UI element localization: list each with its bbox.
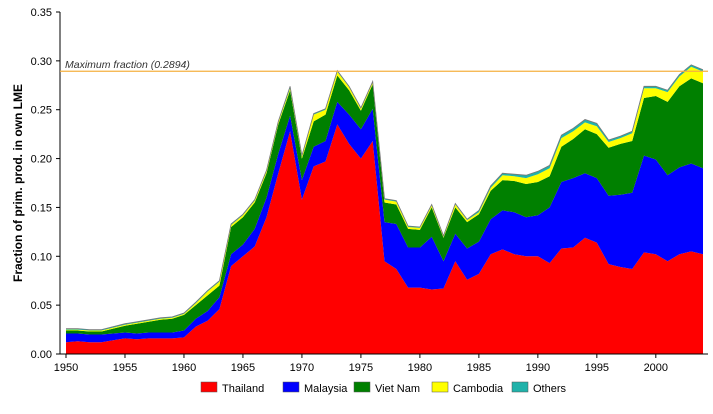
y-tick-label: 0.05 (31, 300, 52, 312)
area-layers (66, 64, 704, 355)
legend-swatch (353, 381, 371, 393)
x-tick-label: 1975 (349, 362, 373, 374)
area-viet-nam (66, 75, 703, 335)
legend-label: Others (533, 383, 567, 395)
x-tick-label: 1965 (231, 362, 255, 374)
total-outline (66, 64, 704, 330)
x-tick-label: 2000 (644, 362, 668, 374)
x-tick-label: 1995 (585, 362, 609, 374)
x-tick-label: 1990 (526, 362, 550, 374)
legend-label: Malaysia (304, 383, 348, 395)
legend: Thailand Malaysia Viet Nam Cambodia Others (200, 381, 567, 395)
y-axis-label: Fraction of prim. prod. in own LME (11, 84, 25, 282)
x-tick-label: 1955 (113, 362, 137, 374)
legend-label: Viet Nam (375, 383, 420, 395)
y-tick-label: 0.20 (31, 154, 52, 166)
y-ticks: 0.00 0.05 0.10 0.15 0.20 0.25 0.30 0.35 (31, 7, 60, 361)
y-tick-label: 0.35 (31, 7, 52, 19)
x-ticks: 1950 1955 1960 1965 1970 1975 1980 1985 1990 1995… (54, 354, 668, 374)
y-tick-label: 0.30 (31, 56, 52, 68)
legend-label: Cambodia (453, 383, 504, 395)
y-tick-label: 0.15 (31, 202, 52, 214)
legend-item-thailand: Thailand (200, 381, 264, 395)
x-tick-label: 1970 (290, 362, 314, 374)
y-tick-label: 0.00 (31, 349, 52, 361)
legend-item-cambodia: Cambodia (431, 381, 504, 395)
y-tick-label: 0.10 (31, 251, 52, 263)
x-tick-label: 1950 (54, 362, 78, 374)
max-fraction-label: Maximum fraction (0.2894) (65, 59, 190, 71)
legend-swatch (431, 381, 449, 393)
x-tick-label: 1980 (408, 362, 432, 374)
legend-item-malaysia: Malaysia (282, 381, 348, 395)
x-tick-label: 1960 (172, 362, 196, 374)
area-thailand (66, 124, 703, 355)
x-tick-label: 1985 (467, 362, 491, 374)
legend-swatch (200, 381, 218, 393)
legend-item-viet-nam: Viet Nam (353, 381, 420, 395)
legend-item-others: Others (511, 381, 567, 395)
legend-swatch (511, 381, 529, 393)
legend-swatch (282, 381, 300, 393)
y-tick-label: 0.25 (31, 105, 52, 117)
legend-label: Thailand (222, 383, 264, 395)
